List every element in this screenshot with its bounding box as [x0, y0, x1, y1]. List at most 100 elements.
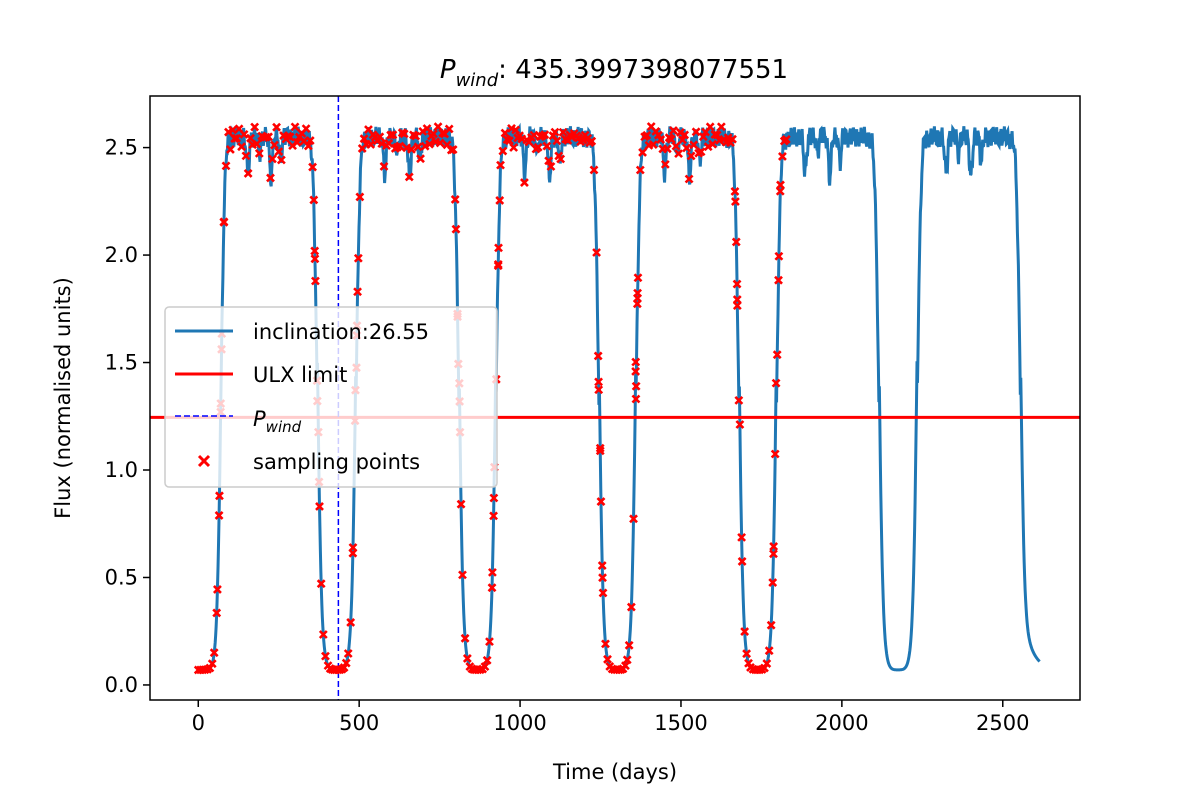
sampling-point-stroke [703, 142, 713, 152]
sampling-point-stroke [730, 197, 740, 206]
sampling-point [524, 137, 534, 147]
sampling-point-stroke [212, 608, 222, 618]
sampling-point-stroke [769, 549, 778, 559]
sampling-point [669, 126, 678, 135]
sampling-point-stroke [411, 131, 421, 141]
chart-title: Pwind: 435.3997398077551 [440, 55, 788, 91]
sampling-point-stroke [592, 248, 601, 257]
sampling-point-stroke [682, 143, 691, 153]
sampling-point [552, 136, 562, 146]
sampling-point-stroke [364, 125, 373, 134]
sampling-point [407, 144, 416, 154]
sampling-point-stroke [732, 279, 742, 289]
sampling-point [411, 131, 421, 141]
sampling-point [760, 663, 769, 673]
sampling-point [487, 567, 497, 577]
y-tick-label: 0.5 [105, 565, 138, 589]
sampling-point-stroke [556, 154, 566, 164]
sampling-point [660, 159, 670, 169]
sampling-point-stroke [489, 493, 499, 503]
sampling-point-stroke [246, 133, 255, 143]
sampling-point [444, 124, 454, 134]
sampling-point [212, 608, 222, 618]
sampling-point-stroke [205, 663, 215, 673]
x-tick-label: 2000 [815, 711, 868, 735]
sampling-point-stroke [353, 287, 362, 297]
sampling-point-stroke [254, 148, 264, 158]
sampling-point-stroke [546, 162, 556, 171]
sampling-point-stroke [375, 132, 385, 142]
sampling-point-stroke [267, 154, 277, 164]
sampling-point-stroke [310, 246, 320, 256]
sampling-point-stroke [435, 138, 445, 148]
sampling-point-stroke [341, 658, 351, 668]
sampling-point-stroke [460, 633, 470, 643]
sampling-point [742, 649, 752, 659]
x-axis-label: Time (days) [552, 760, 677, 784]
sampling-point [730, 197, 740, 206]
sampling-point-stroke [303, 141, 313, 151]
legend: inclination:26.55 ULX limit Pwind sampli… [164, 306, 498, 488]
sampling-point [781, 134, 791, 144]
sampling-point-stroke [384, 138, 394, 148]
sampling-point [458, 570, 467, 580]
sampling-point-stroke [270, 140, 279, 150]
sampling-point [310, 254, 320, 264]
sampling-point [529, 130, 539, 140]
sampling-point [416, 154, 425, 164]
sampling-point [771, 378, 781, 388]
sampling-point-stroke [310, 254, 320, 264]
sampling-point-stroke [505, 136, 514, 146]
sampling-point [594, 377, 604, 387]
sampling-point-stroke [598, 573, 607, 583]
sampling-point [266, 173, 275, 183]
sampling-point-stroke [622, 655, 632, 665]
sampling-point [648, 140, 658, 150]
sampling-point-stroke [520, 178, 529, 187]
sampling-point-stroke [646, 122, 656, 131]
sampling-point-stroke [598, 588, 608, 598]
sampling-point [712, 130, 722, 140]
sampling-point [366, 140, 376, 149]
sampling-point-stroke [305, 136, 315, 145]
y-tick-label: 2.5 [105, 136, 138, 160]
sampling-point [318, 630, 328, 639]
sampling-point-stroke [737, 556, 747, 566]
sampling-point [429, 129, 438, 139]
sampling-point [631, 381, 641, 391]
sampling-point [638, 148, 647, 157]
sampling-point [509, 143, 519, 152]
sampling-point-stroke [348, 543, 358, 552]
sampling-point-stroke [386, 130, 396, 140]
sampling-point [215, 491, 224, 501]
sampling-point-stroke [595, 443, 605, 453]
sampling-point-stroke [209, 648, 219, 658]
sampling-point [348, 543, 358, 552]
sampling-point [456, 499, 466, 509]
sampling-point-stroke [232, 133, 242, 143]
sampling-point-stroke [544, 156, 554, 166]
legend-label-ulx: ULX limit [253, 363, 347, 387]
sampling-point-stroke [760, 663, 769, 673]
sampling-point [540, 130, 550, 140]
sampling-point [587, 136, 597, 146]
sampling-point [290, 122, 300, 132]
sampling-point [703, 142, 713, 152]
sampling-point-stroke [509, 143, 519, 152]
sampling-point [495, 196, 505, 205]
sampling-point-stroke [552, 136, 562, 146]
sampling-point [316, 579, 326, 589]
sampling-point [250, 122, 260, 132]
sampling-point [375, 132, 385, 142]
sampling-point [309, 195, 319, 205]
sampling-point-stroke [377, 139, 387, 149]
sampling-point [450, 195, 460, 204]
sampling-point [631, 394, 641, 404]
sampling-point-stroke [285, 132, 295, 142]
sampling-point-stroke [395, 141, 405, 151]
y-axis-label: Flux (normalised units) [51, 277, 75, 519]
sampling-point [232, 133, 242, 143]
sampling-point-stroke [764, 646, 774, 656]
sampling-point-stroke [207, 659, 217, 669]
sampling-point-stroke [671, 141, 681, 151]
